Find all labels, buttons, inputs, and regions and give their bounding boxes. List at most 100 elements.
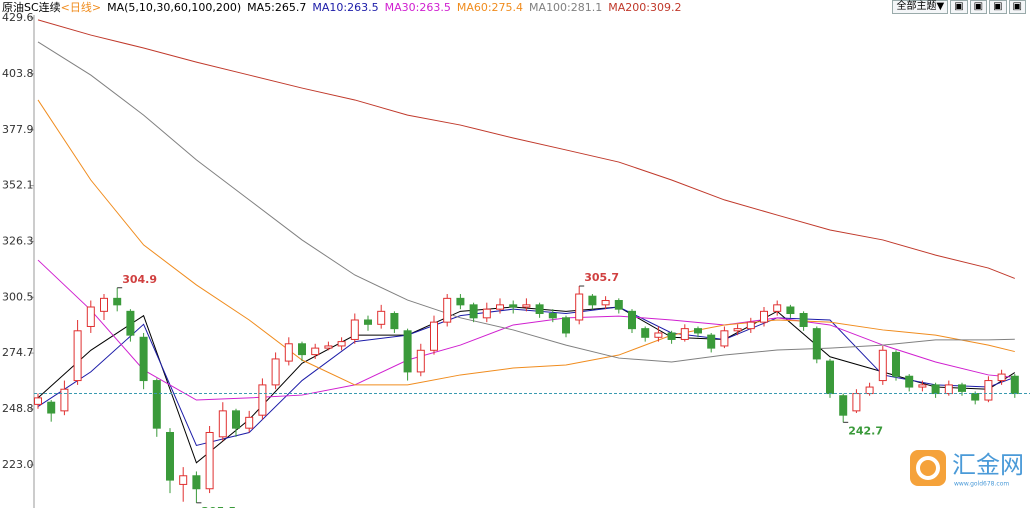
candle-body — [812, 328, 821, 360]
header: 原油SC连续<日线> MA(5,10,30,60,100,200) MA5:265.… — [0, 0, 1030, 15]
candle — [905, 374, 914, 392]
candle-body — [786, 306, 795, 314]
candle-body — [971, 393, 980, 401]
candle-body — [284, 343, 293, 362]
candle-body — [548, 312, 557, 319]
y-tick-label: 274.7 — [2, 346, 34, 359]
candle — [152, 378, 161, 437]
candle — [390, 311, 399, 333]
candle — [47, 400, 56, 422]
candle-body — [73, 330, 82, 382]
candle-body — [192, 475, 201, 490]
candle-body — [232, 410, 240, 429]
candle-body — [416, 349, 425, 373]
candle — [34, 393, 42, 409]
candle-body — [562, 317, 570, 334]
candle-body — [60, 388, 69, 412]
candle-body — [733, 328, 742, 332]
candle-body — [139, 336, 148, 382]
candle — [575, 286, 584, 325]
candle-body — [509, 304, 518, 308]
candle-body — [628, 310, 636, 330]
theme-button[interactable]: 全部主题▼ — [892, 0, 949, 14]
high-label: 305.7 — [584, 271, 619, 284]
period[interactable]: <日线> — [60, 1, 102, 14]
legend-entry: MA100:281.1 — [529, 1, 603, 14]
y-tick-label: 377.9 — [2, 123, 34, 136]
candle — [482, 302, 491, 323]
candle — [350, 313, 359, 344]
candle-body — [324, 345, 333, 349]
candle — [680, 324, 689, 342]
candle — [852, 389, 861, 414]
candle — [773, 300, 782, 316]
candle-body — [905, 375, 914, 388]
candle-body — [694, 328, 702, 334]
candle-body — [443, 297, 452, 323]
candle — [694, 326, 702, 338]
candle — [892, 350, 900, 381]
candle — [958, 382, 966, 396]
candle — [377, 304, 386, 329]
candle-body — [984, 380, 993, 401]
candle-body — [641, 328, 650, 338]
candle — [601, 296, 610, 310]
candle — [918, 380, 927, 392]
candle — [509, 300, 518, 314]
candle-body — [126, 310, 135, 336]
candle-body — [258, 384, 267, 416]
candle-body — [760, 310, 768, 323]
candle-body — [826, 360, 834, 395]
candle — [192, 471, 201, 503]
candle-body — [337, 341, 346, 347]
candle — [839, 393, 848, 423]
candle — [826, 358, 834, 398]
icon-button[interactable]: ▣ — [989, 0, 1007, 14]
watermark-text: 汇金网 — [952, 451, 1024, 479]
candle — [205, 426, 214, 494]
candle-body — [865, 386, 874, 395]
symbol: 原油SC连续 — [2, 1, 61, 14]
candle — [720, 326, 729, 349]
candle-body — [377, 310, 386, 325]
candle-body — [86, 306, 95, 327]
candle — [430, 315, 438, 355]
candle — [443, 294, 452, 327]
watermark: 汇金网 www.gold678.com — [910, 450, 1024, 488]
candle-body — [878, 349, 887, 382]
candle-body — [34, 397, 42, 405]
candle — [535, 302, 544, 318]
icon-button[interactable]: ▣ — [950, 0, 968, 14]
candle-body — [799, 312, 808, 327]
candle-body — [720, 330, 729, 347]
candle — [799, 311, 808, 331]
ma-line — [37, 259, 1015, 401]
candle — [403, 328, 412, 381]
candle — [1010, 374, 1019, 398]
candle — [86, 300, 95, 333]
candle-body — [311, 347, 320, 356]
candle-body — [852, 393, 861, 412]
candle-body — [364, 319, 372, 325]
candle-body — [166, 431, 174, 481]
candle-body — [179, 475, 188, 485]
candle-body — [1010, 375, 1019, 395]
candle — [786, 304, 795, 318]
candle-body — [113, 297, 122, 306]
candle — [707, 332, 716, 353]
y-tick-label: 300.5 — [2, 290, 34, 303]
icon-button[interactable]: ▣ — [969, 0, 988, 14]
candle-body — [218, 410, 227, 438]
candle — [641, 326, 650, 342]
candle — [456, 294, 465, 310]
ma-line — [37, 306, 1016, 464]
candle — [126, 309, 135, 342]
icon-button[interactable]: ▣ — [1008, 0, 1026, 14]
legend-entry: MA60:275.4 — [456, 1, 524, 14]
candle — [139, 332, 148, 390]
candle — [218, 402, 227, 442]
candle — [364, 315, 372, 331]
legend-entry: MA10:263.5 — [312, 1, 379, 14]
candle-body — [746, 321, 755, 330]
